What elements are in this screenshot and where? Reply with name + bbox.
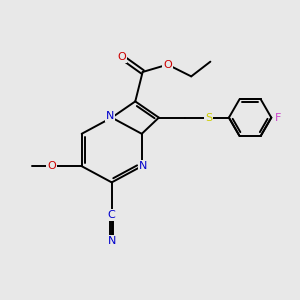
Text: N: N	[106, 111, 114, 121]
Text: F: F	[274, 112, 281, 123]
Text: O: O	[118, 52, 126, 62]
Text: N: N	[139, 161, 147, 171]
Text: N: N	[107, 236, 116, 246]
Text: C: C	[108, 210, 116, 220]
Text: O: O	[163, 60, 172, 70]
Text: O: O	[47, 161, 56, 171]
Text: S: S	[205, 112, 212, 123]
